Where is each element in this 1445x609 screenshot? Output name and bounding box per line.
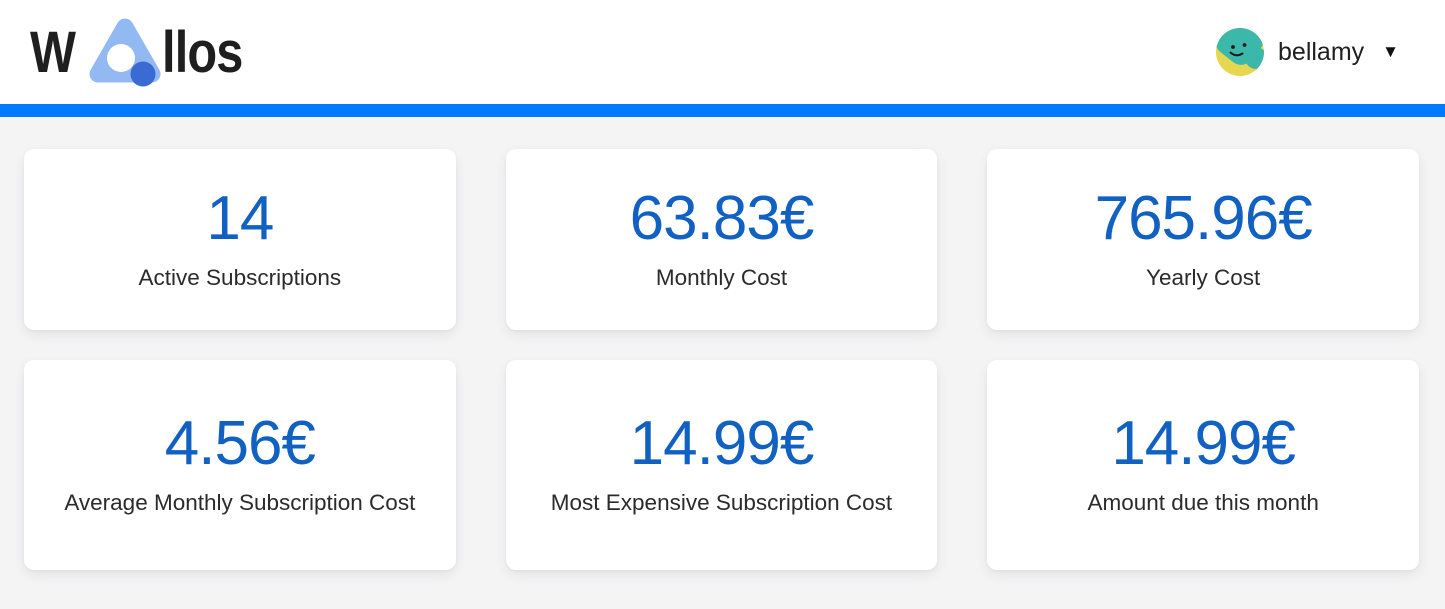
username-label: bellamy (1278, 37, 1365, 66)
stat-value: 765.96€ (1094, 183, 1313, 253)
user-avatar-icon (1216, 28, 1265, 76)
app-header: W llos bellamy ▼ (0, 0, 1445, 104)
stat-label: Average Monthly Subscription Cost (64, 490, 416, 516)
accent-divider-bar (0, 104, 1445, 117)
logo-text-suffix: llos (161, 19, 243, 85)
logo-text-prefix: W (30, 19, 76, 85)
stat-card-active-subscriptions: 14 Active Subscriptions (24, 149, 456, 330)
stat-card-average-monthly-cost: 4.56€ Average Monthly Subscription Cost (24, 360, 456, 570)
stat-value: 14 (206, 183, 274, 253)
stat-label: Monthly Cost (655, 264, 788, 290)
stat-value: 4.56€ (164, 409, 316, 479)
stat-label: Active Subscriptions (138, 264, 342, 290)
user-menu[interactable]: bellamy ▼ (1216, 28, 1399, 76)
stat-label: Most Expensive Subscription Cost (550, 490, 893, 516)
chevron-down-icon: ▼ (1382, 42, 1399, 61)
stat-card-most-expensive: 14.99€ Most Expensive Subscription Cost (505, 360, 938, 570)
wallos-logo[interactable]: W llos (30, 16, 258, 88)
wallos-triangle-icon (89, 18, 161, 87)
stat-value: 14.99€ (1111, 409, 1296, 479)
stat-value: 14.99€ (629, 409, 815, 479)
stats-grid: 14 Active Subscriptions 63.83€ Monthly C… (0, 117, 1445, 570)
stat-card-yearly-cost: 765.96€ Yearly Cost (987, 149, 1419, 330)
stat-label: Amount due this month (1087, 490, 1319, 516)
stat-value: 63.83€ (629, 183, 815, 253)
stat-card-amount-due: 14.99€ Amount due this month (987, 360, 1419, 570)
stat-card-monthly-cost: 63.83€ Monthly Cost (505, 149, 938, 330)
stat-label: Yearly Cost (1146, 264, 1261, 290)
